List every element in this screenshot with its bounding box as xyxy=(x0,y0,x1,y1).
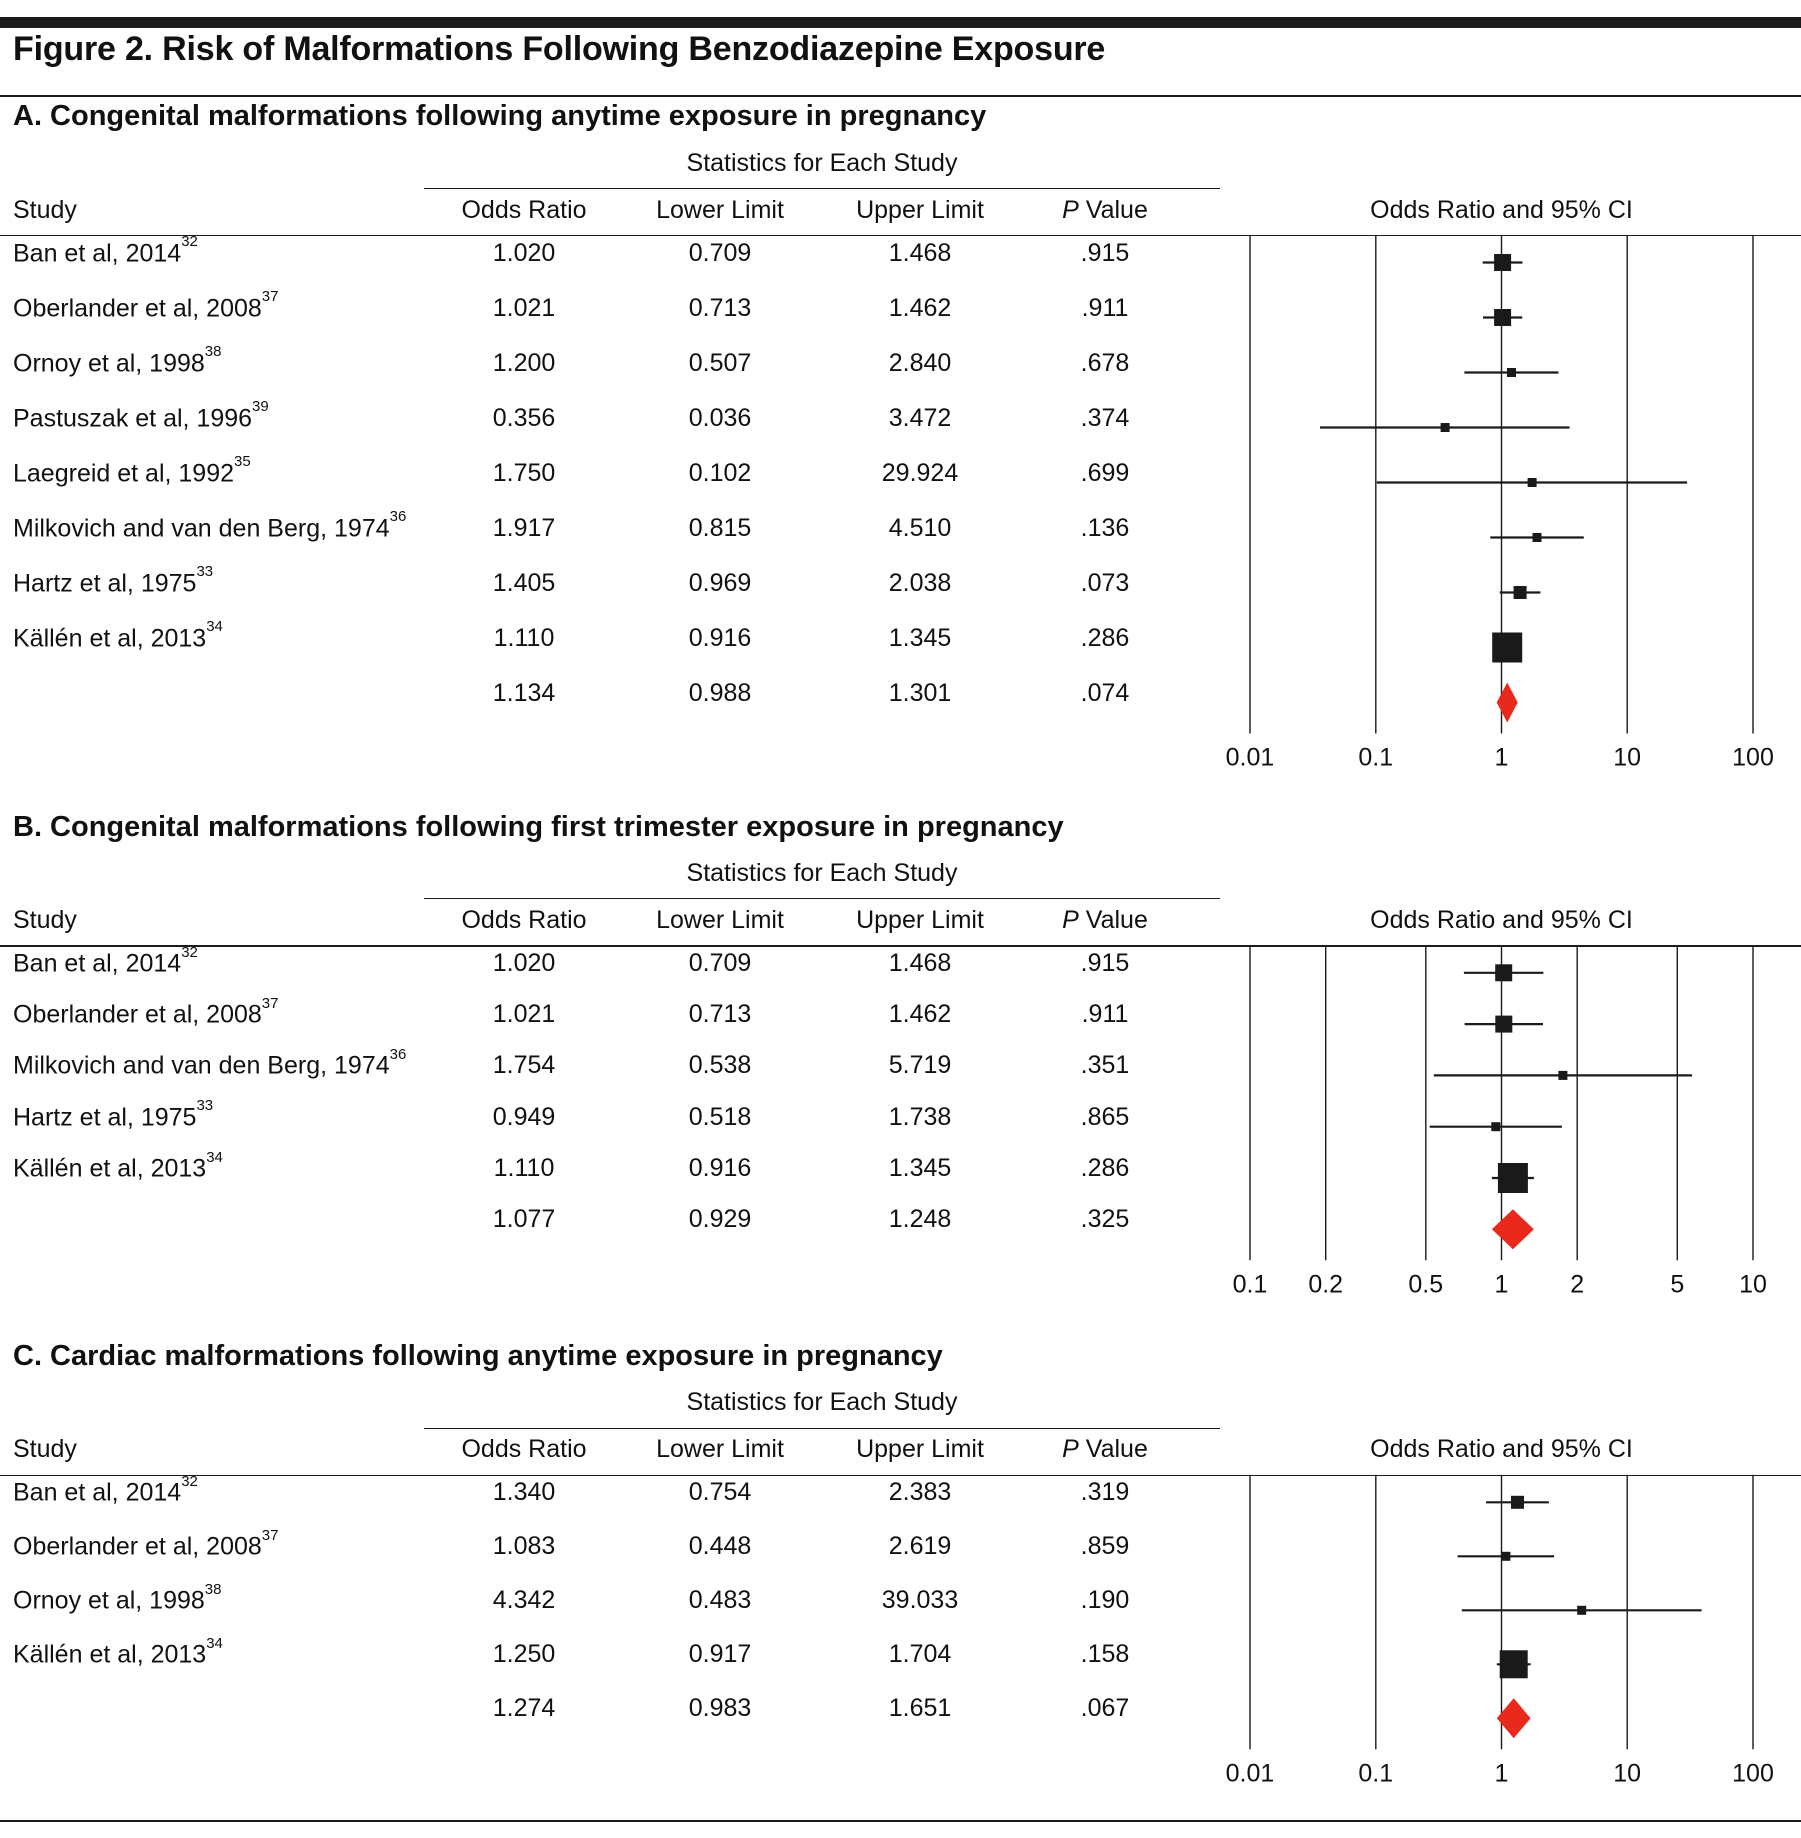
svg-text:0.1: 0.1 xyxy=(1358,1759,1393,1787)
svg-text:1: 1 xyxy=(1495,1759,1509,1787)
svg-text:100: 100 xyxy=(1732,1759,1774,1787)
svg-text:10: 10 xyxy=(1613,1759,1641,1787)
svg-text:0.01: 0.01 xyxy=(1226,1759,1275,1787)
